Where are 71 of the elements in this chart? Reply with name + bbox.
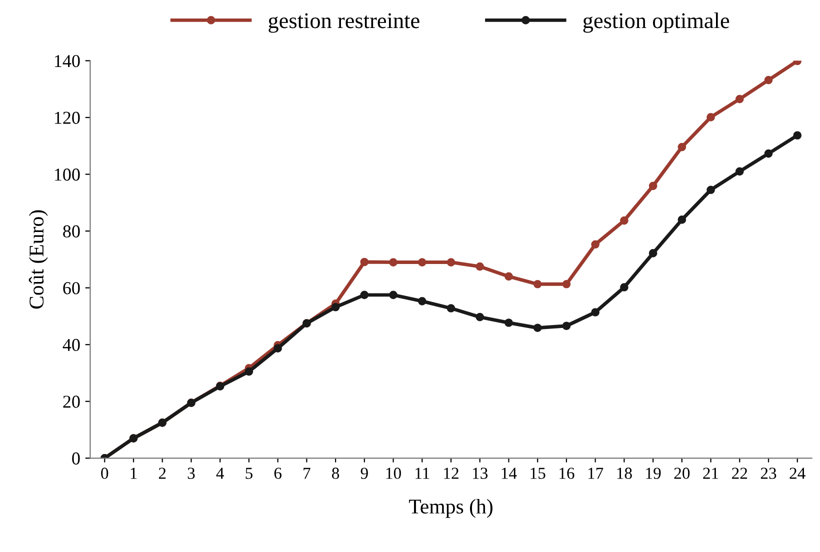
- point: [735, 94, 744, 104]
- point: [706, 186, 715, 194]
- legend-label: gestion restreinte: [268, 13, 420, 33]
- point: [764, 76, 773, 84]
- y-tick-label: 60: [63, 282, 80, 294]
- point: [360, 258, 369, 266]
- x-tick-label: 6: [274, 468, 282, 479]
- point: [244, 367, 254, 376]
- point: [648, 249, 658, 258]
- point: [591, 240, 600, 249]
- x-tick-label: 7: [304, 468, 310, 479]
- x-tick-label: 11: [416, 468, 430, 479]
- x-tick-label: 0: [101, 468, 108, 479]
- x-tick-label: 4: [216, 468, 224, 479]
- point: [562, 322, 571, 330]
- point: [418, 297, 426, 306]
- y-tick-label: 140: [54, 54, 80, 68]
- x-tick-label: 9: [360, 468, 368, 479]
- x-tick-label: 19: [646, 468, 661, 479]
- point: [504, 272, 513, 281]
- x-tick-label: 8: [332, 468, 340, 479]
- point: [735, 167, 744, 176]
- point: [793, 131, 802, 140]
- point: [764, 149, 773, 158]
- point: [446, 304, 456, 312]
- x-tick-label: 1: [130, 468, 137, 479]
- legend-label: gestion optimale: [583, 12, 730, 33]
- y-tick-label: 0: [72, 452, 80, 465]
- point: [678, 142, 686, 152]
- x-tick-label: 14: [502, 468, 517, 479]
- point: [533, 324, 542, 332]
- x-axis-title: Temps (h): [409, 498, 492, 518]
- x-tick-label: 10: [386, 468, 401, 479]
- y-tick-label: 40: [62, 338, 80, 352]
- y-tick-label: 80: [63, 225, 80, 238]
- y-tick-label: 20: [63, 396, 80, 408]
- x-tick-label: 16: [560, 468, 574, 479]
- point: [648, 182, 658, 190]
- y-axis-title: Coût (Euro): [28, 210, 48, 309]
- point: [591, 308, 600, 316]
- point: [360, 290, 369, 300]
- x-tick-label: 21: [703, 468, 718, 479]
- point: [504, 318, 513, 327]
- x-tick-label: 23: [760, 468, 776, 479]
- x-tick-label: 3: [188, 468, 195, 479]
- point: [678, 216, 686, 224]
- y-tick-label: 100: [54, 168, 80, 181]
- point: [476, 312, 484, 322]
- x-tick-label: 22: [732, 468, 748, 479]
- point: [476, 262, 484, 271]
- y-tick-label: 120: [54, 112, 80, 124]
- x-tick-label: 24: [790, 468, 806, 479]
- x-tick-label: 13: [472, 468, 488, 479]
- x-tick-label: 2: [158, 468, 166, 479]
- x-tick-label: 5: [246, 468, 252, 479]
- x-tick-label: 15: [530, 468, 546, 479]
- point: [446, 258, 456, 266]
- point: [620, 216, 628, 225]
- point: [706, 113, 715, 122]
- point: [389, 290, 398, 300]
- x-tick-label: 20: [674, 468, 690, 479]
- x-tick-label: 18: [617, 468, 632, 479]
- point: [418, 258, 426, 266]
- point: [274, 344, 282, 352]
- point: [533, 280, 542, 288]
- point: [620, 283, 628, 292]
- x-tick-label: 17: [588, 468, 604, 479]
- point: [331, 302, 340, 312]
- x-tick-label: 12: [444, 468, 458, 479]
- point: [562, 280, 571, 288]
- point: [389, 258, 398, 266]
